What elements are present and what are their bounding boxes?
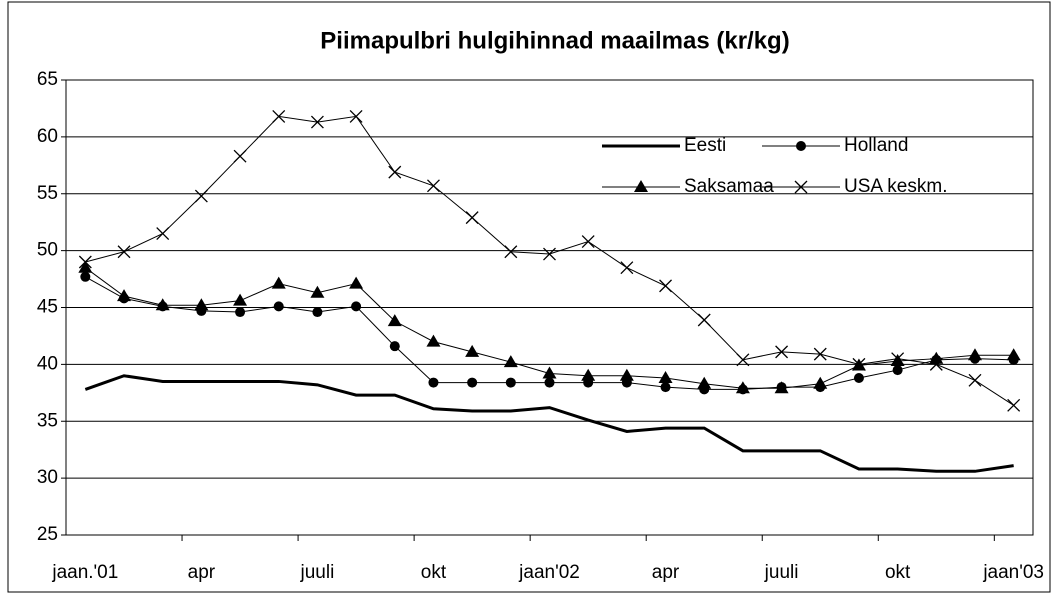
data-point bbox=[1006, 348, 1021, 361]
x-tick-label: okt bbox=[421, 562, 447, 583]
y-tick-label: 40 bbox=[37, 353, 58, 374]
data-point bbox=[273, 301, 284, 312]
x-tick-label: jaan'03 bbox=[982, 562, 1044, 583]
x-tick-label: juuli bbox=[300, 562, 335, 583]
y-tick-label: 45 bbox=[37, 297, 58, 318]
data-point bbox=[387, 314, 402, 327]
data-point bbox=[388, 165, 402, 179]
data-point bbox=[80, 271, 91, 282]
data-point bbox=[891, 352, 905, 366]
data-point bbox=[697, 313, 711, 327]
data-point bbox=[465, 211, 479, 225]
data-point bbox=[78, 260, 93, 273]
y-tick-label: 50 bbox=[37, 240, 58, 261]
data-point bbox=[736, 353, 750, 367]
data-point bbox=[735, 381, 750, 394]
data-point bbox=[271, 276, 286, 289]
data-point bbox=[658, 371, 673, 384]
data-point bbox=[194, 298, 209, 311]
y-tick-label: 60 bbox=[37, 126, 58, 147]
data-point bbox=[156, 227, 170, 241]
x-tick-label: jaan.'01 bbox=[51, 562, 118, 583]
data-point bbox=[542, 366, 557, 379]
data-point bbox=[620, 261, 634, 275]
data-point bbox=[503, 355, 518, 368]
y-tick-label: 35 bbox=[37, 410, 58, 431]
x-tick-label: apr bbox=[188, 562, 216, 583]
data-point bbox=[697, 376, 712, 389]
x-tick-label: okt bbox=[885, 562, 911, 583]
data-point bbox=[389, 341, 400, 352]
plot-border bbox=[65, 79, 1034, 536]
legend-label: Saksamaa bbox=[684, 176, 774, 197]
data-point bbox=[775, 345, 789, 359]
data-point bbox=[659, 279, 672, 293]
data-point bbox=[233, 293, 248, 306]
data-point bbox=[310, 115, 324, 129]
data-point bbox=[351, 301, 362, 312]
data-point bbox=[349, 109, 363, 123]
y-tick-label: 55 bbox=[37, 183, 58, 204]
data-point bbox=[117, 245, 131, 259]
data-point bbox=[929, 357, 943, 371]
data-point bbox=[813, 347, 827, 361]
data-point bbox=[426, 334, 441, 347]
data-point bbox=[312, 307, 323, 318]
data-point bbox=[467, 377, 478, 388]
data-point bbox=[233, 149, 247, 163]
data-point bbox=[544, 377, 555, 388]
legend-label: Eesti bbox=[684, 135, 726, 156]
data-point bbox=[774, 381, 789, 394]
y-tick-label: 25 bbox=[37, 524, 58, 545]
data-point bbox=[504, 245, 518, 259]
data-point bbox=[581, 368, 596, 381]
chart-border bbox=[7, 1, 1051, 593]
legend-marker bbox=[794, 180, 808, 194]
data-point bbox=[1007, 398, 1021, 412]
data-point bbox=[543, 247, 556, 261]
x-tick-label: jaan'02 bbox=[518, 562, 580, 583]
data-point bbox=[892, 365, 903, 376]
series-line bbox=[84, 374, 1014, 473]
data-point bbox=[194, 189, 208, 203]
data-point bbox=[968, 373, 982, 387]
legend-marker bbox=[634, 180, 648, 192]
data-point bbox=[619, 368, 634, 381]
data-point bbox=[78, 255, 92, 269]
y-tick-label: 65 bbox=[37, 69, 58, 90]
data-point bbox=[272, 109, 286, 123]
data-point bbox=[660, 382, 671, 393]
data-point bbox=[967, 348, 982, 361]
data-point bbox=[427, 179, 440, 193]
data-point bbox=[310, 285, 325, 298]
data-point bbox=[349, 276, 364, 289]
data-point bbox=[235, 307, 246, 318]
data-point bbox=[852, 357, 866, 371]
x-tick-label: juuli bbox=[764, 562, 799, 583]
x-tick-label: apr bbox=[652, 562, 680, 583]
data-point bbox=[853, 373, 864, 384]
data-point bbox=[465, 344, 480, 357]
data-point bbox=[155, 298, 170, 311]
data-point bbox=[581, 235, 595, 248]
y-tick-label: 30 bbox=[37, 467, 58, 488]
data-point bbox=[505, 377, 516, 388]
data-point bbox=[428, 377, 439, 388]
chart-title: Piimapulbri hulgihinnad maailmas (kr/kg) bbox=[320, 27, 789, 54]
data-point bbox=[117, 289, 132, 302]
data-point bbox=[813, 376, 828, 389]
legend-marker bbox=[796, 141, 806, 151]
legend-label: USA keskm. bbox=[844, 176, 947, 197]
legend-label: Holland bbox=[844, 135, 908, 156]
